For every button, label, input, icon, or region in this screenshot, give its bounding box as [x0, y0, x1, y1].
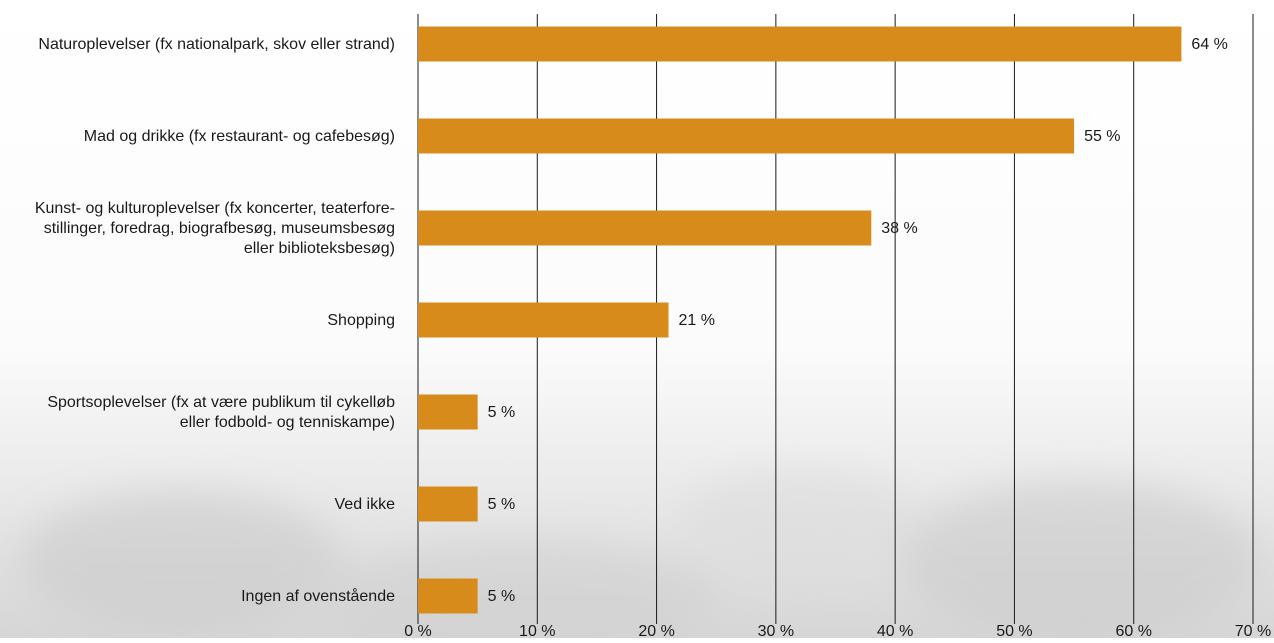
category-label: Ved ikke [335, 496, 396, 513]
bar [418, 302, 669, 338]
bar [418, 26, 1182, 62]
bar [418, 578, 478, 614]
bar [418, 394, 478, 430]
x-tick-label: 10 % [519, 623, 555, 638]
x-tick-label: 60 % [1115, 623, 1151, 638]
category-label: Kunst- og kulturoplevelser (fx koncerter… [35, 200, 395, 257]
category-label: Mad og drikke (fx restaurant- og cafebes… [84, 128, 395, 145]
category-label: Ingen af ovenstående [241, 587, 395, 605]
bar-value-label: 38 % [881, 220, 917, 237]
x-axis-tick-labels: 0 % 10 % 20 % 30 % 40 % 50 % 60 % 70 % [404, 623, 1271, 640]
bar-value-label: 64 % [1191, 36, 1227, 53]
bar [418, 118, 1075, 154]
bars [418, 26, 1182, 614]
bar [418, 486, 478, 522]
bar-value-label: 55 % [1084, 128, 1120, 145]
x-tick-label: 30 % [758, 623, 794, 638]
category-labels: Naturoplevelser (fx nationalpark, skov e… [35, 36, 395, 605]
bar-value-label: 21 % [679, 312, 715, 329]
x-tick-label: 40 % [877, 623, 913, 638]
category-label: Naturoplevelser (fx nationalpark, skov e… [38, 36, 395, 53]
x-tick-label: 70 % [1235, 623, 1271, 638]
bar [418, 210, 872, 246]
x-tick-label: 0 % [404, 623, 432, 638]
category-label: Shopping [327, 312, 395, 329]
bar-value-label: 5 % [488, 496, 516, 513]
x-tick-label: 50 % [996, 623, 1032, 638]
category-label: Sportsoplevelser (fx at være publikum ti… [47, 394, 395, 431]
bar-value-label: 5 % [488, 404, 516, 421]
value-labels: 64 % 55 % 38 % 21 % 5 % 5 % 5 % [488, 36, 1228, 605]
bar-value-label: 5 % [488, 588, 516, 605]
x-tick-label: 20 % [638, 623, 674, 638]
